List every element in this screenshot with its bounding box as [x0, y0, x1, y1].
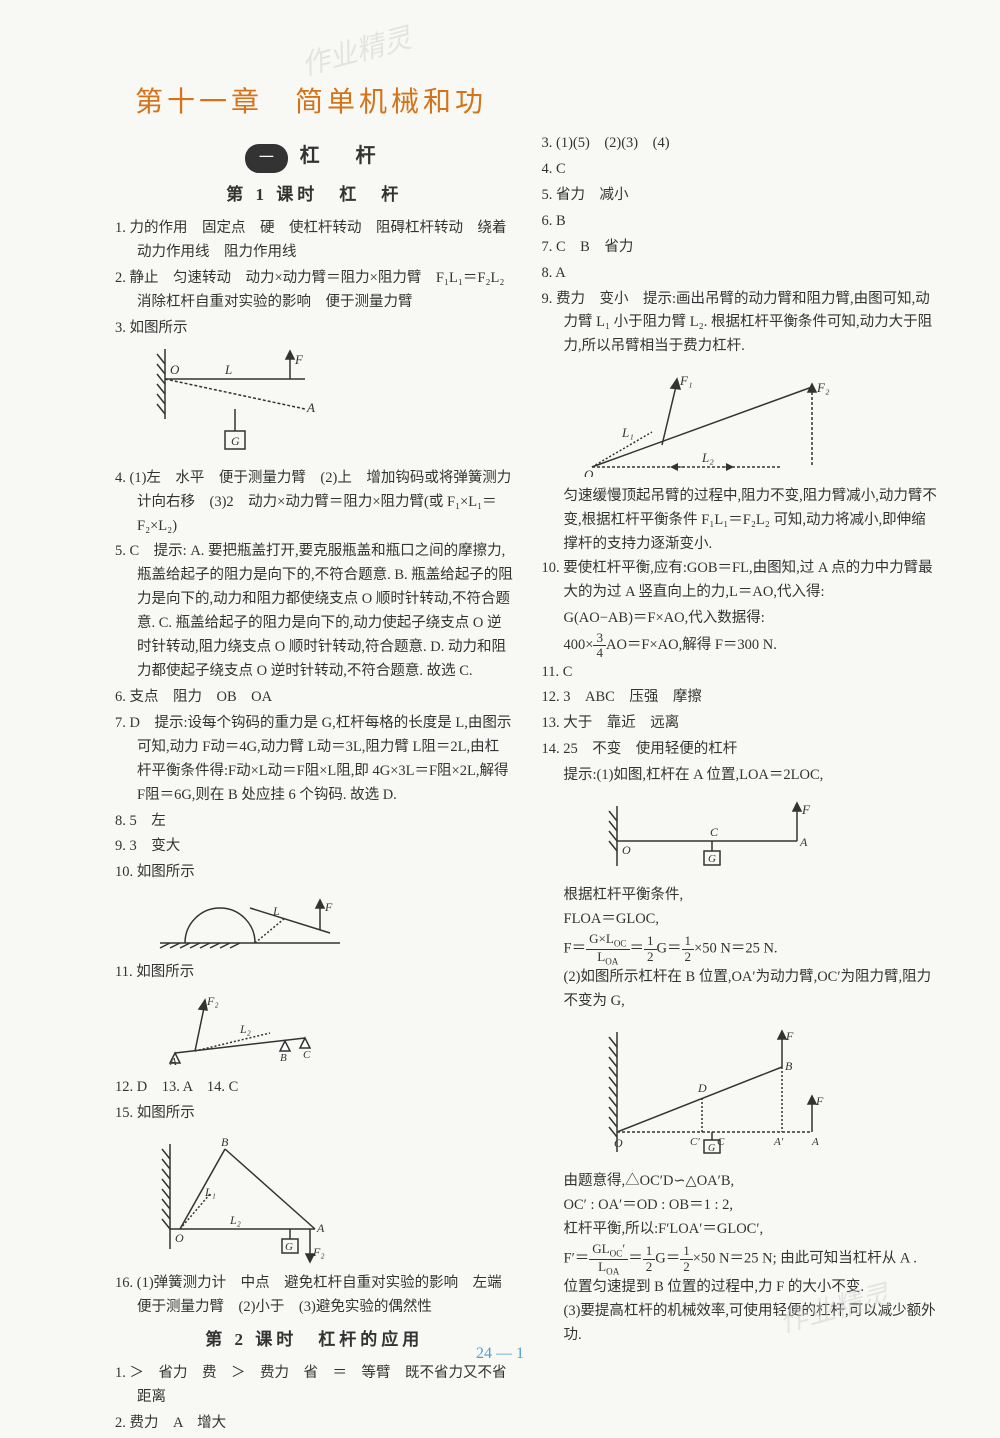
section-title: 杠 杆	[300, 140, 384, 173]
answer-item: 8. A	[542, 262, 941, 286]
svg-text:A: A	[306, 400, 315, 415]
svg-text:F: F	[801, 802, 811, 817]
svg-text:B: B	[280, 1052, 287, 1064]
svg-text:F: F	[294, 352, 304, 367]
answer-item: 4. C	[542, 158, 941, 182]
svg-text:G: G	[708, 1143, 715, 1154]
answer-text: (3)要提高杠杆的机械效率,可使用轻便的杠杆,可以减少额外功.	[542, 1300, 941, 1348]
svg-text:F₂: F₂	[206, 994, 219, 1008]
answer-text: 提示:(1)如图,杠杆在 A 位置,LOA＝2LOC,	[542, 764, 941, 788]
answer-item: 2. 费力 A 增大	[115, 1412, 514, 1436]
answer-item: 3. 如图所示	[115, 317, 514, 341]
svg-text:L: L	[272, 904, 280, 918]
svg-text:O: O	[584, 467, 594, 477]
answer-text: G(AO−AB)＝F×AO,代入数据得:	[542, 607, 941, 631]
answer-item: 9. 费力 变小 提示:画出吊臂的动力臂和阻力臂,由图可知,动力臂 L₁ 小于阻…	[542, 288, 941, 360]
svg-text:F₂: F₂	[816, 380, 830, 395]
content-columns: 一 杠 杆 第 1 课时 杠 杆 1. 力的作用 固定点 硬 使杠杆转动 阻碍杠…	[115, 132, 940, 1438]
answer-item: 6. B	[542, 210, 941, 234]
svg-text:F: F	[815, 1094, 824, 1108]
answer-item: 10. 如图所示	[115, 861, 514, 885]
answer-text: 400×34AO＝F×AO,解得 F＝300 N.	[542, 631, 941, 661]
svg-text:F: F	[324, 900, 333, 914]
chapter-title: 第十一章 简单机械和功	[135, 80, 940, 120]
svg-text:A: A	[799, 835, 808, 849]
answer-text: 根据杠杆平衡条件,	[542, 884, 941, 908]
svg-text:C′: C′	[690, 1136, 700, 1148]
answer-text: F′＝GLOC′LOA＝12G＝12×50 N＝25 N; 由此可知当杠杆从 A…	[542, 1242, 941, 1276]
svg-text:L₁: L₁	[621, 425, 634, 440]
answer-item: 3. (1)(5) (2)(3) (4)	[542, 132, 941, 156]
svg-text:B: B	[221, 1135, 229, 1149]
svg-text:O: O	[622, 843, 631, 857]
answer-text: 匀速缓慢顶起吊臂的过程中,阻力不变,阻力臂减小,动力臂不变,根据杠杆平衡条件 F…	[542, 485, 941, 557]
answer-item: 5. C 提示: A. 要把瓶盖打开,要克服瓶盖和瓶口之间的摩擦力,瓶盖给起子的…	[115, 540, 514, 684]
svg-text:O: O	[170, 362, 180, 377]
svg-text:A: A	[316, 1221, 325, 1235]
svg-text:L: L	[224, 362, 232, 377]
answer-item: 9. 3 变大	[115, 835, 514, 859]
figure-9r: F₁ F₂ L₁ L₂ O	[562, 367, 941, 477]
section-header: 一 杠 杆	[115, 140, 514, 173]
left-column: 一 杠 杆 第 1 课时 杠 杆 1. 力的作用 固定点 硬 使杠杆转动 阻碍杠…	[115, 132, 514, 1438]
figure-10: L F	[155, 893, 514, 953]
figure-15: B L₁ O L₂ A G F₂	[155, 1134, 514, 1264]
svg-text:F: F	[785, 1029, 794, 1043]
svg-text:A′: A′	[773, 1136, 784, 1148]
answer-item: 8. 5 左	[115, 810, 514, 834]
answer-item: 2. 静止 匀速转动 动力×动力臂＝阻力×阻力臂 F₁L₁＝F₂L₂ 消除杠杆自…	[115, 267, 514, 315]
answer-item: 14. 25 不变 使用轻便的杠杆	[542, 738, 941, 762]
svg-text:D: D	[697, 1081, 707, 1095]
answer-item: 11. 如图所示	[115, 961, 514, 985]
answer-item: 1. 力的作用 固定点 硬 使杠杆转动 阻碍杠杆转动 绕着动力作用线 阻力作用线	[115, 217, 514, 265]
svg-text:L₂: L₂	[701, 450, 714, 465]
svg-text:L₂: L₂	[229, 1213, 241, 1227]
svg-text:G: G	[285, 1241, 293, 1253]
figure-3: O L F A G	[155, 349, 514, 459]
answer-text: 位置匀速提到 B 位置的过程中,力 F 的大小不变.	[542, 1276, 941, 1300]
svg-text:C: C	[710, 825, 719, 839]
watermark: 作业精灵	[297, 16, 416, 84]
figure-11: F₂ L₂ A B C	[155, 993, 514, 1068]
answer-item: 6. 支点 阻力 OB OA	[115, 686, 514, 710]
svg-text:F₁: F₁	[679, 373, 692, 388]
answer-text: 由题意得,△OC′D∽△OA′B,	[542, 1170, 941, 1194]
answer-item: 5. 省力 减小	[542, 184, 941, 208]
answer-item: 1. ＞ 省力 费 ＞ 费力 省 ＝ 等臂 既不省力又不省距离	[115, 1362, 514, 1410]
svg-text:L₂: L₂	[239, 1022, 251, 1036]
answer-item: 13. 大于 靠近 远离	[542, 712, 941, 736]
svg-text:L₁: L₁	[204, 1185, 216, 1199]
svg-text:F₂: F₂	[312, 1245, 325, 1259]
lesson-2-title: 第 2 课时 杠杆的应用	[115, 1326, 514, 1354]
svg-text:G: G	[708, 853, 716, 865]
answer-item: 10. 要使杠杆平衡,应有:GOB＝FL,由图知,过 A 点的力中力臂最大的为过…	[542, 557, 941, 605]
answer-item: 7. C B 省力	[542, 236, 941, 260]
answer-text: (2)如图所示杠杆在 B 位置,OA′为动力臂,OC′为阻力臂,阻力不变为 G,	[542, 966, 941, 1014]
answer-item: 15. 如图所示	[115, 1102, 514, 1126]
answer-item: 11. C	[542, 661, 941, 685]
page-number: 24 — 1	[476, 1345, 524, 1363]
svg-text:O: O	[175, 1231, 184, 1245]
figure-14a: F C A O G	[602, 796, 941, 876]
svg-text:O: O	[614, 1136, 623, 1150]
lesson-1-title: 第 1 课时 杠 杆	[115, 181, 514, 209]
right-column: 3. (1)(5) (2)(3) (4) 4. C 5. 省力 减小 6. B …	[542, 132, 941, 1438]
figure-14b: F D B F O C′ C G A′ A	[602, 1022, 941, 1162]
answer-text: 杠杆平衡,所以:F′LOA′＝GLOC′,	[542, 1218, 941, 1242]
answer-item: 4. (1)左 水平 便于测量力臂 (2)上 增加钩码或将弹簧测力计向右移 (3…	[115, 467, 514, 539]
svg-text:G: G	[231, 434, 240, 448]
answer-item: 12. 3 ABC 压强 摩擦	[542, 686, 941, 710]
answer-item: 12. D 13. A 14. C	[115, 1076, 514, 1100]
answer-text: FLOA＝GLOC,	[542, 908, 941, 932]
svg-text:C: C	[717, 1136, 725, 1148]
answer-item: 16. (1)弹簧测力计 中点 避免杠杆自重对实验的影响 左端便于测量力臂 (2…	[115, 1272, 514, 1320]
svg-text:A: A	[811, 1136, 819, 1148]
svg-text:B: B	[785, 1059, 793, 1073]
answer-text: F＝G×LOCLOA＝12G＝12×50 N＝25 N.	[542, 932, 941, 966]
section-number-pill: 一	[245, 144, 288, 173]
svg-text:A: A	[169, 1056, 177, 1068]
answer-text: OC′ : OA′＝OD : OB＝1 : 2,	[542, 1194, 941, 1218]
svg-text:C: C	[303, 1049, 311, 1061]
answer-item: 7. D 提示:设每个钩码的重力是 G,杠杆每格的长度是 L,由图示可知,动力 …	[115, 712, 514, 808]
